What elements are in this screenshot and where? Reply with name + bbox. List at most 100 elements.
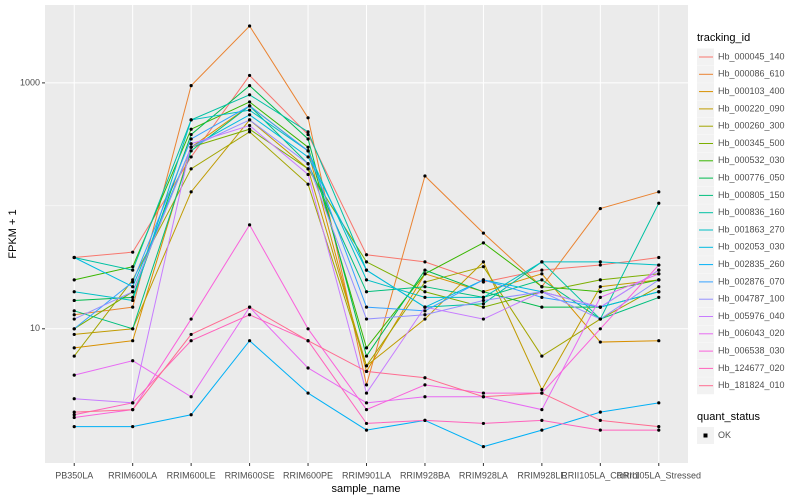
data-point [598,263,602,267]
data-point [72,415,76,420]
data-point [540,295,544,300]
data-point [423,395,427,399]
data-point [481,278,486,282]
data-point [189,149,193,153]
data-point [189,317,193,321]
data-point [189,137,193,141]
data-point [189,339,193,343]
data-point [657,190,661,194]
data-point [189,132,193,137]
data-point [540,305,544,309]
data-point [423,285,427,289]
data-point [306,182,310,186]
data-point [247,113,252,117]
data-point [131,280,135,284]
data-point [189,145,193,149]
data-point [540,285,544,289]
data-point [131,268,135,272]
data-point [247,108,252,112]
y-tick-label: 1000 [20,77,40,87]
data-point [364,391,369,395]
data-point [306,155,310,159]
data-point [72,278,76,282]
data-point [131,327,135,331]
data-point [306,162,310,166]
data-point [247,93,252,97]
data-point [189,167,193,171]
data-point [481,445,486,449]
data-point [423,418,427,422]
x-tick-label: RRIM901LA [342,470,391,480]
data-point [364,364,369,368]
data-point [131,295,135,300]
data-point [189,127,193,131]
data-point [131,290,135,294]
legend-label: Hb_000045_140 [718,51,785,61]
legend-label: Hb_006043_020 [718,328,785,338]
data-point [131,298,135,303]
data-point [364,428,369,432]
legend-label: Hb_000345_500 [718,138,785,148]
x-axis-label: sample_name [331,483,400,495]
data-point [364,383,369,387]
data-point [364,354,369,358]
data-point [247,100,252,104]
data-point [189,84,193,88]
data-point [657,401,661,405]
data-point [657,268,661,272]
data-point [247,130,252,134]
legend-label: Hb_004787_100 [718,294,785,304]
data-point [189,155,193,159]
data-point [306,149,310,153]
data-point [131,408,135,412]
data-point [657,290,661,294]
y-tick-label: 10 [30,323,40,333]
data-point [131,359,135,363]
x-tick-label: RRIM928BA [400,470,450,480]
data-point [540,272,544,276]
legend-label: Hb_000776_050 [718,172,785,182]
data-point [598,410,602,414]
data-point [306,116,310,120]
data-point [540,354,544,358]
data-point [540,388,544,392]
data-point [189,118,193,122]
data-point [657,263,661,267]
data-point [247,73,252,78]
data-point [306,172,310,177]
legend-label: Hb_000220_090 [718,103,785,113]
data-point [131,285,135,289]
data-point [247,127,252,131]
data-point [131,265,135,269]
data-point [481,302,486,306]
data-point [598,278,602,282]
data-point [189,413,193,417]
data-point [481,395,486,399]
x-tick-label: RRIM600LE [167,470,216,480]
data-point [598,418,602,422]
legend-label: Hb_002876_070 [718,276,785,286]
data-point [364,268,369,272]
data-point [540,290,544,294]
data-point [72,354,76,358]
data-point [72,413,76,417]
data-point [481,391,486,395]
data-point [306,130,310,134]
legend-label: Hb_124677_020 [718,363,785,373]
data-point [423,260,427,264]
data-point [540,278,544,282]
legend-label: OK [718,430,731,440]
legend-label: Hb_005976_040 [718,311,785,321]
data-point [423,280,427,284]
data-point [131,339,135,343]
legend-label: Hb_000532_030 [718,155,785,165]
data-point [72,425,76,429]
legend-label: Hb_000103_400 [718,86,785,96]
data-point [247,339,252,343]
data-point [364,401,369,405]
data-point [306,339,310,343]
legend-label: Hb_000805_150 [718,190,785,200]
data-point [131,425,135,429]
data-point [306,391,310,395]
data-point [364,421,369,426]
